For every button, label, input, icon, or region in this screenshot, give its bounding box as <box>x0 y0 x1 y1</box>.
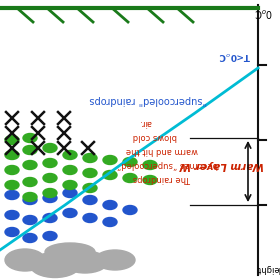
Ellipse shape <box>63 181 77 190</box>
Ellipse shape <box>63 165 77 174</box>
Ellipse shape <box>5 227 19 237</box>
Ellipse shape <box>23 146 37 155</box>
Ellipse shape <box>5 136 19 144</box>
Ellipse shape <box>45 243 95 261</box>
Ellipse shape <box>62 251 108 273</box>
Ellipse shape <box>43 232 57 241</box>
Ellipse shape <box>83 213 97 223</box>
Ellipse shape <box>43 193 57 202</box>
Ellipse shape <box>103 200 117 209</box>
Ellipse shape <box>143 160 157 169</box>
Ellipse shape <box>5 249 45 271</box>
Ellipse shape <box>103 171 117 179</box>
Ellipse shape <box>43 174 57 183</box>
Ellipse shape <box>43 158 57 167</box>
Ellipse shape <box>5 151 19 160</box>
Ellipse shape <box>5 165 19 174</box>
Text: air.: air. <box>139 118 151 127</box>
Ellipse shape <box>43 188 57 197</box>
Ellipse shape <box>123 206 137 214</box>
Text: blows cold: blows cold <box>133 132 177 141</box>
Text: becomes “supercooled”: becomes “supercooled” <box>118 160 218 169</box>
Ellipse shape <box>23 216 37 225</box>
Ellipse shape <box>83 183 97 193</box>
Text: Warm Layer W: Warm Layer W <box>180 160 264 170</box>
Ellipse shape <box>123 157 137 167</box>
Text: "supercooled" raindrops: "supercooled" raindrops <box>89 95 207 105</box>
Text: Height: Height <box>256 263 280 272</box>
Ellipse shape <box>23 134 37 143</box>
Ellipse shape <box>83 153 97 162</box>
Ellipse shape <box>5 181 19 190</box>
Ellipse shape <box>63 151 77 160</box>
Ellipse shape <box>95 250 135 270</box>
Ellipse shape <box>23 178 37 186</box>
Ellipse shape <box>43 213 57 223</box>
Ellipse shape <box>23 193 37 202</box>
Ellipse shape <box>5 211 19 220</box>
Ellipse shape <box>83 195 97 204</box>
Ellipse shape <box>43 143 57 153</box>
Ellipse shape <box>30 253 80 277</box>
Ellipse shape <box>5 190 19 199</box>
Text: 0$_o$C: 0$_o$C <box>253 5 272 19</box>
Ellipse shape <box>23 234 37 242</box>
Ellipse shape <box>23 160 37 169</box>
Text: warm and hit the: warm and hit the <box>126 146 198 155</box>
Ellipse shape <box>143 176 157 185</box>
Ellipse shape <box>103 155 117 165</box>
Ellipse shape <box>23 195 37 204</box>
Text: T<0$_o$C: T<0$_o$C <box>219 49 251 61</box>
Ellipse shape <box>123 174 137 183</box>
Ellipse shape <box>63 209 77 218</box>
Text: The raindrops: The raindrops <box>133 174 191 183</box>
Ellipse shape <box>103 218 117 227</box>
Ellipse shape <box>83 169 97 178</box>
Ellipse shape <box>63 188 77 197</box>
